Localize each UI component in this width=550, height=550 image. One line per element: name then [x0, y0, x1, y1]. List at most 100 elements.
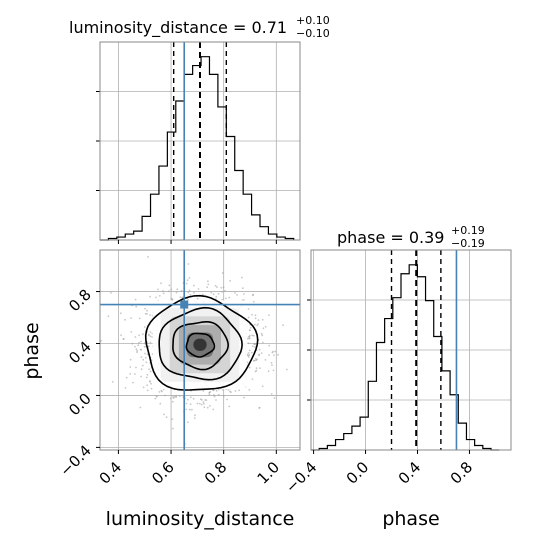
scatter-point: [120, 334, 122, 336]
scatter-point: [254, 317, 257, 320]
scatter-point: [110, 292, 112, 294]
scatter-point: [189, 293, 192, 296]
scatter-point: [159, 402, 162, 405]
scatter-point: [125, 376, 128, 379]
scatter-point: [208, 404, 211, 407]
scatter-point: [134, 298, 137, 301]
scatter-point: [222, 395, 225, 397]
scatter-point: [158, 391, 161, 393]
scatter-point: [107, 315, 110, 318]
title-phase-name: phase: [337, 228, 385, 247]
contour-2: [158, 306, 243, 381]
y-phase-tick-label-2: 0.4: [65, 338, 95, 368]
scatter-point: [234, 390, 237, 392]
scatter-point: [250, 351, 253, 354]
scatter-point: [179, 296, 182, 298]
scatter-point: [143, 326, 146, 328]
scatter-point: [208, 393, 211, 396]
scatter-point: [242, 299, 245, 301]
histogram-step: [311, 264, 500, 451]
scatter-point: [272, 369, 275, 372]
scatter-point: [140, 375, 143, 378]
scatter-point: [168, 290, 170, 293]
y-phase-tick-label-0: −0.4: [56, 442, 94, 480]
scatter-point: [160, 389, 163, 392]
scatter-point: [146, 373, 149, 376]
scatter-point: [148, 333, 150, 336]
scatter-point: [129, 366, 132, 368]
scatter-point: [203, 406, 206, 409]
scatter-point: [187, 263, 190, 265]
density-phase-vs-luminosity-distance: [99, 249, 301, 451]
scatter-point: [192, 397, 195, 400]
ylabel-phase: phase: [21, 322, 43, 379]
scatter-point: [268, 344, 271, 347]
scatter-point: [209, 391, 212, 393]
scatter-point: [217, 292, 220, 295]
density-frame: [99, 249, 301, 451]
scatter-point: [202, 390, 205, 392]
scatter-point: [257, 323, 259, 325]
scatter-point: [198, 402, 201, 405]
scatter-point: [251, 334, 254, 337]
x-ld-tick-label-2: 0.8: [201, 458, 231, 488]
truth-marker: [180, 300, 189, 309]
scatter-point: [134, 345, 136, 348]
scatter-point: [229, 279, 232, 282]
scatter-point: [251, 378, 254, 380]
scatter-point: [247, 316, 250, 319]
scatter-point: [248, 388, 251, 391]
scatter-point: [270, 393, 273, 395]
scatter-point: [136, 349, 139, 352]
scatter-point: [201, 293, 204, 296]
scatter-point: [249, 326, 252, 329]
scatter-point: [162, 292, 165, 295]
scatter-point: [150, 387, 153, 390]
scatter-point: [205, 399, 208, 402]
scatter-point: [156, 395, 158, 398]
scatter-point: [155, 296, 157, 299]
scatter-point: [252, 300, 255, 303]
scatter-point: [240, 276, 243, 279]
scatter-point: [124, 387, 127, 389]
scatter-point: [252, 334, 255, 337]
scatter-point: [228, 405, 231, 408]
y-phase-tick-label-3: 0.8: [65, 286, 95, 316]
scatter-point: [111, 381, 114, 383]
scatter-point: [256, 358, 258, 361]
scatter-point: [124, 318, 126, 321]
scatter-point: [247, 352, 250, 354]
scatter-point: [142, 386, 145, 389]
scatter-point: [258, 406, 261, 409]
scatter-point: [229, 390, 231, 393]
scatter-point: [221, 298, 224, 301]
scatter-point: [180, 289, 183, 292]
scatter-point: [178, 395, 181, 397]
scatter-point: [119, 312, 122, 315]
histogram-phase: [307, 249, 512, 451]
scatter-point: [186, 279, 189, 282]
scatter-point: [175, 395, 178, 397]
y-ticks-phase: −0.4 0.0 0.4 0.8: [56, 286, 100, 480]
scatter-point: [140, 340, 142, 343]
scatter-point: [145, 361, 148, 364]
scatter-point: [253, 342, 256, 345]
scatter-point: [271, 364, 273, 366]
scatter-point: [258, 348, 261, 351]
scatter-point: [210, 291, 213, 294]
scatter-point: [144, 356, 147, 359]
contour-3: [144, 294, 259, 391]
scatter-point: [188, 289, 191, 292]
scatter-point: [226, 398, 229, 401]
scatter-point: [149, 341, 152, 344]
scatter-point: [181, 296, 184, 299]
scatter-point: [251, 314, 253, 316]
scatter-point: [215, 399, 217, 401]
scatter-point: [130, 317, 133, 319]
scatter-point: [189, 396, 192, 399]
scatter-point: [172, 427, 174, 430]
scatter-point: [147, 256, 149, 258]
scatter-point: [149, 295, 151, 298]
scatter-point: [187, 421, 189, 424]
